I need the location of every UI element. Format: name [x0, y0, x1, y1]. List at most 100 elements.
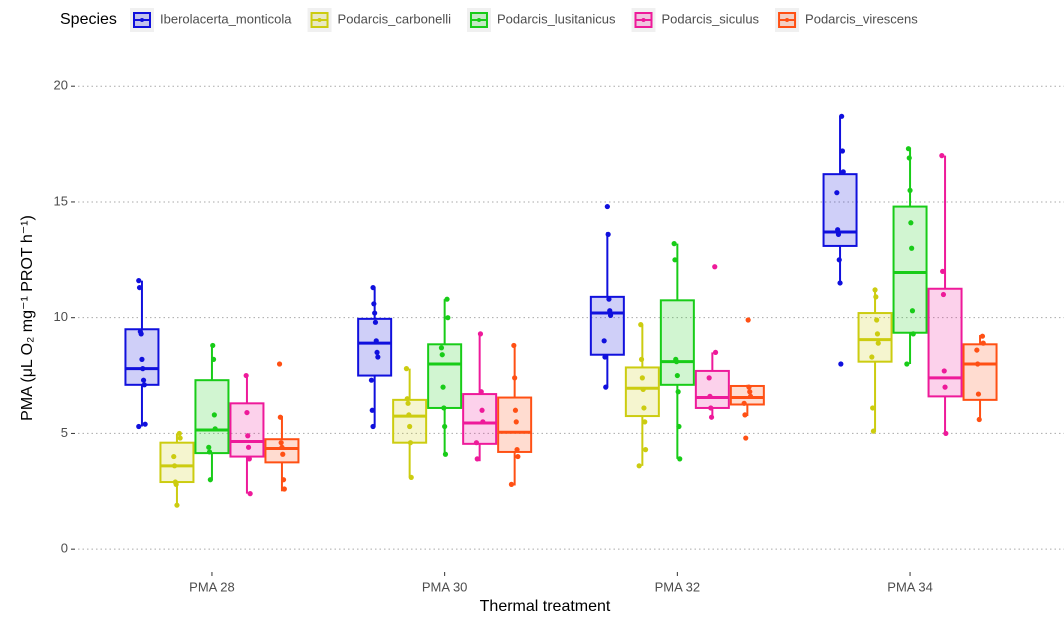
- data-point: [139, 356, 145, 362]
- data-point: [512, 407, 519, 413]
- data-point: [742, 412, 748, 418]
- legend-label: Podarcis_carbonelli: [338, 11, 452, 26]
- data-point: [747, 389, 753, 395]
- data-point: [372, 310, 378, 316]
- data-point: [741, 400, 747, 406]
- data-point: [408, 474, 414, 481]
- data-point: [245, 444, 252, 450]
- data-point: [747, 393, 754, 399]
- data-point: [870, 405, 876, 411]
- data-point: [136, 284, 143, 291]
- data-point: [834, 190, 840, 196]
- x-tick-label: PMA 32: [655, 579, 701, 594]
- data-point: [244, 409, 250, 416]
- data-point: [606, 296, 612, 302]
- data-point: [674, 372, 680, 379]
- data-point: [171, 453, 177, 460]
- data-point: [404, 396, 410, 402]
- data-point: [407, 440, 414, 446]
- data-point: [245, 433, 251, 439]
- box: [194, 379, 230, 455]
- x-tick-label: PMA 28: [189, 579, 235, 594]
- data-point: [445, 315, 451, 321]
- legend-label: Podarcis_siculus: [662, 11, 760, 26]
- data-point: [212, 426, 218, 432]
- x-axis-label: Thermal treatment: [480, 598, 611, 615]
- data-point: [671, 241, 677, 247]
- data-point: [607, 312, 614, 318]
- data-point: [706, 375, 712, 381]
- data-point: [839, 113, 845, 119]
- data-point: [975, 391, 982, 397]
- data-point: [173, 481, 179, 487]
- data-point: [280, 477, 287, 483]
- data-point: [641, 405, 647, 411]
- data-point: [873, 294, 879, 300]
- data-point: [939, 153, 945, 159]
- data-point: [835, 227, 841, 233]
- legend-key: [140, 18, 144, 22]
- data-point: [136, 423, 142, 430]
- data-point: [707, 393, 713, 399]
- data-point: [672, 257, 678, 263]
- data-point: [372, 319, 379, 325]
- data-point: [974, 347, 980, 353]
- y-tick-label: 20: [54, 78, 68, 93]
- box: [694, 369, 730, 409]
- data-point: [369, 407, 375, 413]
- data-point: [211, 412, 217, 418]
- data-point: [708, 414, 715, 420]
- data-point: [640, 386, 646, 393]
- data-point: [138, 331, 144, 337]
- data-point: [508, 481, 515, 487]
- data-point: [838, 361, 844, 367]
- data-point: [480, 419, 486, 425]
- legend-label: Podarcis_lusitanicus: [497, 11, 616, 26]
- data-point: [207, 477, 213, 483]
- data-point: [875, 340, 881, 346]
- data-point: [210, 342, 216, 349]
- data-point: [477, 331, 484, 337]
- data-point: [438, 345, 445, 351]
- data-point: [176, 430, 182, 437]
- box: [462, 393, 498, 445]
- data-point: [479, 407, 485, 413]
- legend-label: Iberolacerta_monticola: [160, 11, 292, 26]
- data-point: [277, 414, 283, 420]
- data-point: [743, 435, 749, 441]
- data-point: [407, 423, 413, 430]
- data-point: [941, 368, 947, 374]
- data-point: [246, 456, 252, 462]
- data-point: [206, 444, 212, 450]
- data-point: [979, 333, 986, 339]
- data-point: [513, 419, 519, 425]
- legend-title: Species: [60, 11, 117, 28]
- data-point: [712, 349, 719, 356]
- data-point: [638, 356, 645, 362]
- data-point: [840, 169, 846, 175]
- data-point: [206, 449, 213, 455]
- data-point: [839, 148, 846, 154]
- data-point: [746, 384, 752, 390]
- data-point: [473, 440, 480, 446]
- data-point: [374, 349, 380, 356]
- data-point: [837, 280, 843, 286]
- data-point: [940, 291, 947, 298]
- data-point: [905, 146, 912, 152]
- data-point: [375, 354, 381, 360]
- data-point: [405, 400, 411, 406]
- data-point: [907, 187, 913, 193]
- data-point: [910, 331, 916, 337]
- data-point: [639, 375, 645, 381]
- data-point: [712, 264, 718, 270]
- data-point: [943, 430, 949, 437]
- data-point: [904, 361, 910, 367]
- data-point: [370, 284, 376, 291]
- data-point: [515, 453, 521, 460]
- legend-key: [317, 18, 322, 22]
- data-point: [869, 354, 875, 360]
- data-point: [836, 257, 842, 263]
- data-point: [708, 405, 714, 411]
